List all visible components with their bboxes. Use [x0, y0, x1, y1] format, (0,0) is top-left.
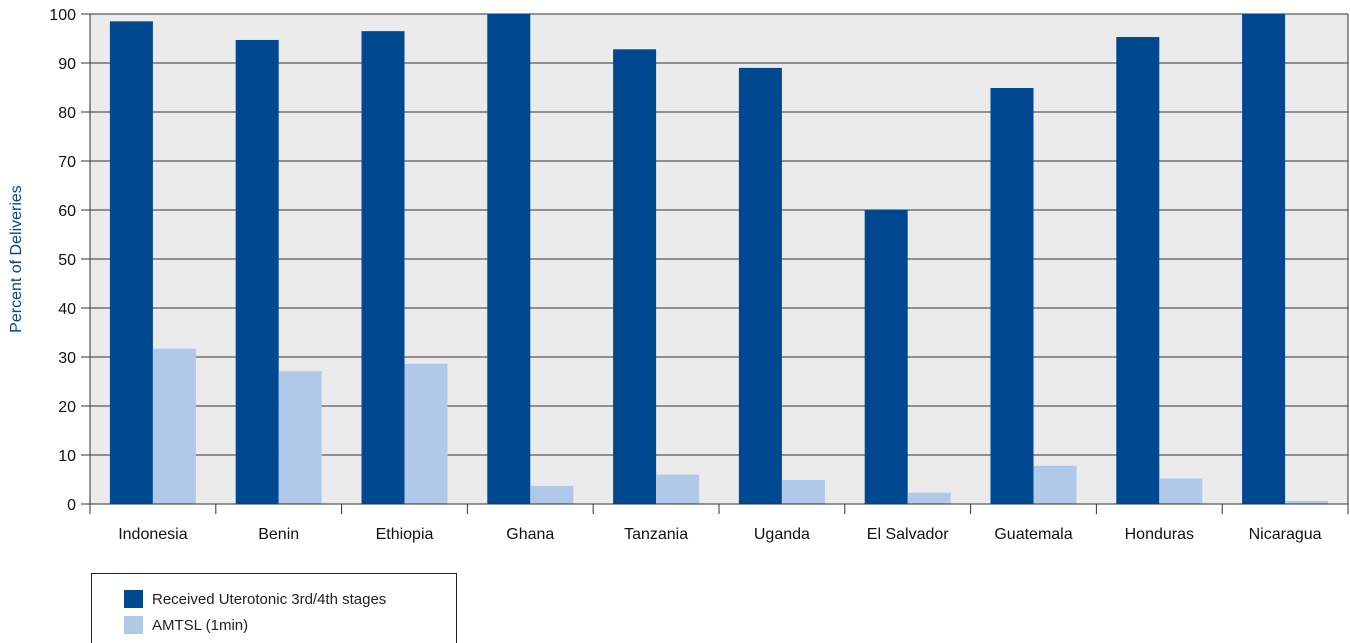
x-tick-label: Tanzania	[624, 526, 688, 543]
x-tick-label: Nicaragua	[1249, 526, 1322, 543]
y-tick-label: 10	[58, 448, 76, 465]
y-tick-label: 100	[49, 7, 76, 24]
bar-uterotonic	[487, 14, 531, 504]
y-tick-label: 20	[58, 399, 76, 416]
bars	[109, 14, 1329, 505]
axes	[81, 13, 1349, 514]
x-tick-label: Guatemala	[994, 526, 1072, 543]
bar-uterotonic	[235, 39, 279, 504]
x-tick-label: Uganda	[754, 526, 810, 543]
bar-amtsl	[1033, 465, 1077, 504]
y-axis-label: Percent of Deliveries	[8, 185, 25, 333]
legend: Received Uterotonic 3rd/4th stages AMTSL…	[91, 573, 457, 643]
bar-amtsl	[656, 474, 700, 504]
x-tick-label: Ghana	[506, 526, 554, 543]
y-tick-label: 80	[58, 105, 76, 122]
bar-amtsl	[781, 479, 825, 504]
y-tick-label: 40	[58, 301, 76, 318]
bar-amtsl	[152, 348, 196, 504]
x-tick-label: Indonesia	[118, 526, 187, 543]
bar-uterotonic	[864, 210, 908, 504]
bar-amtsl	[278, 371, 322, 504]
bar-uterotonic	[613, 49, 657, 504]
y-tick-label: 60	[58, 203, 76, 220]
bar-uterotonic	[109, 21, 153, 504]
bar-uterotonic	[990, 87, 1034, 505]
bar-uterotonic	[738, 67, 782, 505]
bar-amtsl	[1159, 478, 1203, 504]
bar-uterotonic	[1116, 37, 1160, 504]
y-tick-labels: 0 10 20 30 40 50 60 70 80 90 100	[49, 7, 76, 514]
x-tick-label: Benin	[258, 526, 299, 543]
y-tick-label: 0	[67, 497, 76, 514]
legend-label-uterotonic: Received Uterotonic 3rd/4th stages	[152, 590, 387, 608]
y-tick-label: 70	[58, 154, 76, 171]
x-tick-label: Honduras	[1125, 526, 1194, 543]
bar-uterotonic	[1242, 14, 1286, 504]
bar-amtsl	[404, 363, 448, 504]
y-tick-label: 30	[58, 350, 76, 367]
bar-amtsl	[530, 485, 574, 504]
x-tick-label: El Salvador	[867, 526, 949, 543]
legend-item-uterotonic: Received Uterotonic 3rd/4th stages	[124, 590, 386, 608]
legend-swatch-amtsl	[124, 616, 143, 634]
bar-amtsl	[907, 492, 951, 504]
x-tick-label: Ethiopia	[376, 526, 434, 543]
x-tick-labels: Indonesia Benin Ethiopia Ghana Tanzania Ugand…	[118, 526, 1321, 543]
y-tick-label: 90	[58, 56, 76, 73]
bar-amtsl	[1285, 501, 1329, 504]
legend-swatch-uterotonic	[124, 590, 143, 608]
y-tick-label: 50	[58, 252, 76, 269]
legend-item-amtsl: AMTSL (1min)	[124, 616, 248, 634]
legend-label-amtsl: AMTSL (1min)	[152, 616, 249, 634]
bar-uterotonic	[361, 31, 405, 505]
